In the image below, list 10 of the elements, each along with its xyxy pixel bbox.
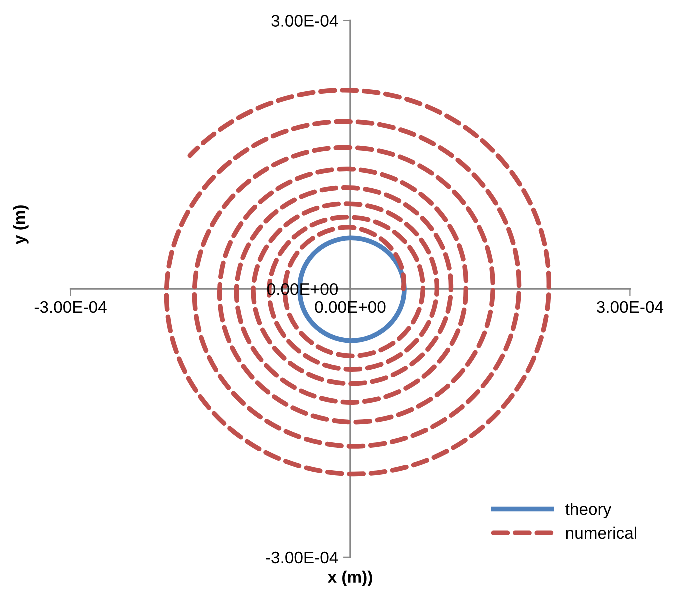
x-tick-label: -3.00E-04 [34, 301, 107, 314]
y-tick-label: -3.00E-04 [266, 552, 338, 564]
line-series [164, 88, 552, 477]
legend-label: theory [566, 503, 612, 519]
x-tick-label: 3.00E-04 [597, 301, 664, 314]
y-axis-title: y (m) [13, 206, 29, 244]
x-axis-title: x (m)) [328, 570, 372, 586]
x-tick-label: 0.00E+00 [315, 301, 386, 314]
y-tick-label: 3.00E-04 [272, 15, 338, 27]
legend-label: numerical [566, 526, 636, 540]
